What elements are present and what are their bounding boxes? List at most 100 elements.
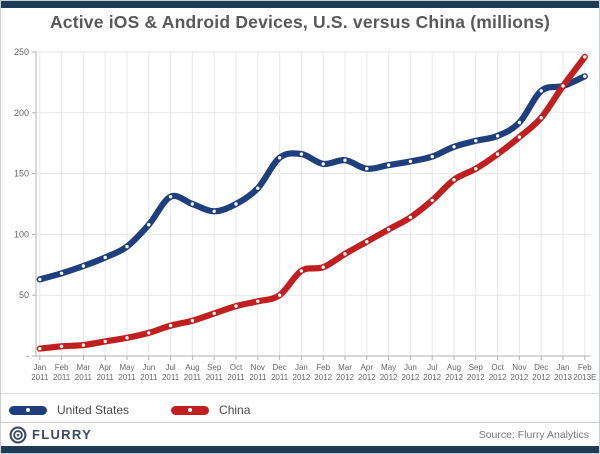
y-tick-label: -	[26, 351, 29, 361]
data-point-united-states	[59, 271, 64, 275]
data-point-china	[365, 240, 369, 244]
data-point-united-states	[234, 202, 238, 206]
data-point-united-states	[386, 163, 391, 167]
swatch-dot	[26, 408, 30, 412]
data-point-united-states	[38, 277, 42, 282]
data-point-china	[59, 344, 64, 348]
data-point-china	[103, 339, 107, 344]
data-point-china	[430, 198, 434, 203]
data-point-china	[343, 252, 347, 256]
data-point-united-states	[430, 154, 434, 159]
x-tick-label: Oct 2012	[489, 363, 507, 382]
x-tick-label: Mar 2012	[336, 363, 354, 382]
x-tick-label: Oct 2011	[227, 363, 245, 382]
y-tick-label: 200	[14, 108, 29, 118]
data-point-united-states	[147, 223, 151, 227]
data-point-china	[539, 116, 543, 120]
legend: United States China	[1, 393, 599, 417]
data-point-united-states	[408, 159, 413, 164]
x-tick-label: Apr 2011	[97, 363, 115, 382]
data-point-united-states	[299, 152, 304, 156]
x-tick-label: Apr 2012	[358, 363, 376, 382]
data-point-china	[125, 336, 129, 340]
data-point-china	[190, 319, 195, 323]
x-tick-label: Aug 2012	[445, 363, 463, 382]
data-point-china	[474, 167, 478, 171]
x-tick-label: Dec 2011	[271, 363, 289, 382]
data-point-united-states	[517, 120, 522, 125]
x-tick-label: Nov 2011	[249, 363, 267, 382]
legend-label-china: China	[219, 403, 251, 417]
x-tick-label: Jul 2012	[423, 363, 441, 382]
x-tick-label: Nov 2012	[511, 363, 529, 382]
x-tick-label: Feb 2011	[53, 363, 71, 382]
data-point-china	[234, 304, 238, 308]
legend-item-china: China	[171, 403, 250, 417]
x-tick-label: May 2011	[118, 363, 136, 382]
data-point-united-states	[495, 134, 500, 138]
data-point-china	[517, 135, 522, 139]
x-tick-label: Jul 2011	[162, 363, 180, 382]
data-point-china	[495, 152, 500, 156]
flurry-logo-text: FLURRY	[32, 427, 93, 442]
data-point-china	[321, 265, 325, 269]
x-tick-label: Jun 2012	[402, 363, 420, 382]
x-tick-label: Dec 2012	[532, 363, 550, 382]
data-point-united-states	[212, 209, 216, 213]
flurry-logo: FLURRY	[9, 426, 92, 444]
flurry-logo-icon	[9, 426, 27, 443]
data-point-united-states	[452, 145, 456, 149]
us-line-swatch	[9, 405, 47, 415]
x-tick-label: Aug 2011	[184, 363, 202, 382]
x-tick-label: Feb 2012	[314, 363, 332, 382]
data-point-united-states	[583, 74, 587, 79]
chart-title: Active iOS & Android Devices, U.S. versu…	[49, 12, 551, 32]
data-point-united-states	[256, 186, 260, 190]
data-point-china	[81, 343, 86, 347]
data-point-china	[168, 323, 173, 328]
china-line-swatch	[171, 405, 210, 415]
x-tick-label: Jun 2011	[140, 363, 158, 382]
data-point-united-states	[103, 255, 107, 260]
data-point-china	[561, 84, 565, 88]
x-tick-label: Mar 2011	[75, 363, 93, 382]
data-point-united-states	[168, 195, 173, 199]
data-point-united-states	[474, 139, 478, 143]
data-point-united-states	[321, 162, 325, 166]
data-point-china	[452, 178, 456, 182]
y-tick-label: 250	[14, 47, 29, 57]
y-tick-label: 100	[14, 229, 29, 239]
x-tick-label: Jan 2012	[293, 363, 311, 382]
x-tick-label: Jan 2013	[554, 363, 572, 382]
data-point-united-states	[125, 244, 129, 249]
top-accent-bar	[1, 1, 599, 8]
data-point-united-states	[365, 167, 369, 171]
data-point-china	[299, 269, 304, 273]
data-point-china	[147, 331, 151, 335]
source-credit: Source: Flurry Analytics	[478, 428, 589, 441]
x-tick-label: Feb 2013E	[573, 363, 596, 382]
x-tick-label: May 2012	[380, 363, 398, 382]
data-point-china	[277, 293, 282, 297]
data-point-china	[256, 299, 260, 303]
data-point-united-states	[81, 264, 86, 268]
series-line-united-states	[36, 73, 588, 283]
data-point-china	[386, 227, 391, 232]
data-point-china	[212, 311, 216, 316]
data-point-united-states	[277, 156, 282, 160]
y-tick-label: 50	[19, 290, 29, 300]
x-tick-label: Sep 2012	[467, 363, 485, 382]
x-tick-label: Jan 2011	[31, 363, 49, 382]
y-tick-label: 150	[14, 169, 29, 179]
data-point-china	[38, 347, 42, 351]
data-point-united-states	[343, 158, 347, 162]
legend-item-united-states: United States	[9, 403, 129, 417]
bottom-accent-bar	[1, 446, 599, 453]
footer: FLURRY Source: Flurry Analytics	[1, 422, 599, 448]
data-point-united-states	[539, 89, 543, 93]
x-tick-label: Sep 2011	[206, 363, 224, 382]
swatch-dot	[188, 408, 193, 412]
data-point-china	[583, 55, 587, 59]
